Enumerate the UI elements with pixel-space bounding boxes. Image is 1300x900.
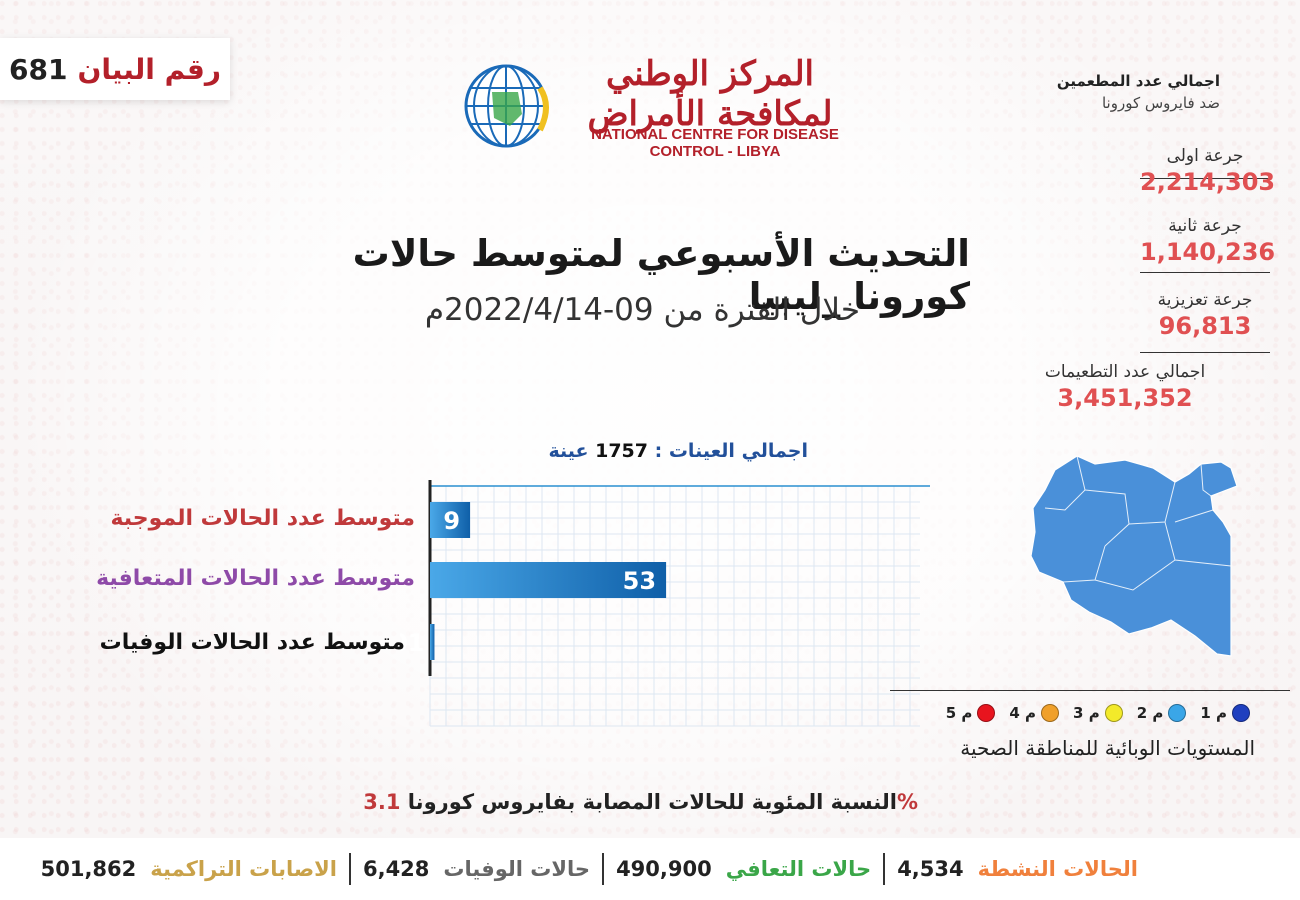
stat-label: الاصابات التراكمية [150,857,337,881]
bar-value-label: 01 [400,629,424,657]
stat-divider [602,853,605,885]
vaccination-divider [1140,352,1270,353]
epidemic-levels-legend: م 1 م 2 م 3 م 4 م 5 [920,704,1250,722]
statement-label: رقم البيان [77,52,221,86]
legend-item-level4: م 4 [1009,704,1060,722]
cases-bar-chart: 9 53 01 [400,480,930,727]
vaccination-heading: اجمالي عدد المطعمين [1056,72,1220,90]
legend-item-level3: م 3 [1073,704,1123,722]
vaccination-label: اجمالي عدد التطعيمات [1044,362,1206,382]
vaccination-label: جرعة تعزيزية [1157,290,1253,310]
legend-dot-icon [1168,704,1187,722]
vaccination-label: جرعة اولى [1166,146,1244,166]
legend-label: م 4 [1009,704,1037,722]
legend-label: م 3 [1073,704,1100,722]
stat-value: 501,862 [40,857,137,881]
category-label-positive: متوسط عدد الحالات الموجبة [110,506,415,531]
stat-value: 6,428 [362,857,430,881]
logo-english-name: NATIONAL CENTRE FOR DISEASE CONTROL - LI… [591,126,839,160]
vaccination-item-dose2: جرعة ثانية 1,140,236 [1140,216,1276,266]
samples-value: 1757 [595,440,648,462]
bar [430,502,471,538]
samples-total: اجمالي العينات : 1757 عينة [480,440,808,462]
stat-label: حالات التعافي [725,857,872,881]
vaccination-value: 96,813 [1158,312,1252,340]
samples-unit: عينة [548,440,589,462]
legend-dot-icon [1104,704,1123,722]
vaccination-item-booster: جرعة تعزيزية 96,813 [1140,290,1270,340]
bar-value-label: 9 [443,507,460,535]
libya-map [1030,455,1238,657]
vaccination-value: 2,214,303 [1140,168,1276,196]
positivity-rate-label: النسبة المئوية للحالات المصابة بفايروس ك… [407,790,897,814]
ncdc-logo: المركز الوطني لمكافحة الأمراض NATIONAL C… [440,48,860,168]
stat-active-cases: الحالات النشطة 4,534 [885,857,1150,881]
logo-arabic-name: المركز الوطني لمكافحة الأمراض [587,54,833,134]
stat-label: حالات الوفيات [443,857,591,881]
vaccination-divider [1140,178,1270,179]
stat-cumulative-cases: الاصابات التراكمية 501,862 [29,857,349,881]
libya-map-shape [1030,455,1238,657]
legend-title: المستويات الوبائية للمناطقة الصحية [960,736,1255,760]
stat-value: 490,900 [616,857,712,881]
legend-dot-icon [1041,704,1060,722]
legend-label: م 5 [945,704,973,722]
positivity-rate-value: 3.1% [363,790,918,814]
statement-badge: 681 رقم البيان [0,38,230,100]
legend-item-level1: م 1 [1200,704,1250,722]
stat-value: 4,534 [897,857,964,881]
bar-value-label: 53 [623,567,656,595]
vaccination-panel: اجمالي عدد المطعمين ضد فايروس كورونا [1020,72,1220,112]
stat-divider [883,853,886,885]
vaccination-divider [1140,272,1270,273]
category-label-recovered: متوسط عدد الحالات المتعافية [96,566,415,591]
vaccination-value: 3,451,352 [1057,384,1193,412]
legend-label: م 2 [1136,704,1164,722]
stat-label: الحالات النشطة [977,857,1138,881]
category-label-deaths: متوسط عدد الحالات الوفيات [99,630,405,655]
page-subtitle: خلال الفترة من 09-2022/4/14م [424,292,860,328]
vaccination-value: 1,140,236 [1140,238,1276,266]
legend-divider [890,690,1290,691]
legend-item-level2: م 2 [1137,704,1187,722]
vaccination-item-total: اجمالي عدد التطعيمات 3,451,352 [1030,362,1220,412]
page-title: التحديث الأسبوعي لمتوسط حالات كورونا _لي… [352,232,970,318]
stat-recovered-cases: حالات التعافي 490,900 [604,857,883,881]
legend-item-level5: م 5 [946,704,996,722]
vaccination-label: جرعة ثانية [1168,216,1242,236]
positivity-rate: النسبة المئوية للحالات المصابة بفايروس ك… [300,790,918,814]
vaccination-subheading: ضد فايروس كورونا [1101,94,1220,112]
legend-dot-icon [1232,704,1250,722]
stat-deaths: حالات الوفيات 6,428 [351,857,602,881]
legend-dot-icon [977,704,996,722]
bar [430,562,667,598]
ncdc-emblem-icon [444,52,549,164]
vaccination-item-dose1: جرعة اولى 2,214,303 [1140,146,1276,196]
bottom-stats-bar: الحالات النشطة 4,534 حالات التعافي 490,9… [0,838,1300,900]
legend-label: م 1 [1200,704,1227,722]
stat-divider [348,853,351,885]
bar [430,624,435,660]
statement-number: 681 [9,52,68,86]
samples-label: اجمالي العينات : [654,440,808,462]
